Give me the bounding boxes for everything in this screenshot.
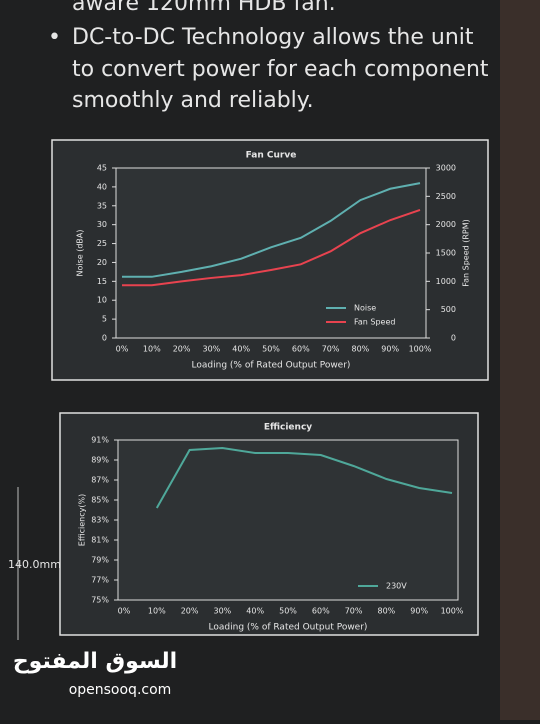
y-tick-label: 15 bbox=[97, 277, 107, 286]
x-tick-label: 30% bbox=[203, 345, 221, 354]
y-tick-label: 0 bbox=[102, 334, 107, 343]
box-edge bbox=[500, 0, 540, 720]
x-tick-label: 50% bbox=[262, 345, 280, 354]
y-tick-label: 5 bbox=[102, 315, 107, 324]
x-tick-label: 40% bbox=[232, 345, 250, 354]
x-tick-label: 0% bbox=[118, 607, 131, 616]
y-tick-label: 85% bbox=[91, 496, 109, 505]
watermark: السوق المفتوح bbox=[13, 649, 177, 674]
y2-tick-label: 1000 bbox=[436, 277, 456, 286]
legend-label: Fan Speed bbox=[354, 318, 395, 327]
x-tick-label: 80% bbox=[378, 607, 396, 616]
legend-label: 230V bbox=[386, 582, 407, 591]
y-tick-label: 77% bbox=[91, 576, 109, 585]
x-tick-label: 70% bbox=[345, 607, 363, 616]
x-tick-label: 0% bbox=[116, 345, 129, 354]
bullet-line: smoothly and reliably. bbox=[72, 88, 314, 113]
series-line bbox=[122, 182, 421, 278]
y-tick-label: 91% bbox=[91, 436, 109, 445]
x-tick-label: 50% bbox=[279, 607, 297, 616]
legend-label: Noise bbox=[354, 304, 376, 313]
x-tick-label: 100% bbox=[409, 345, 432, 354]
x-tick-label: 10% bbox=[148, 607, 166, 616]
y2-tick-label: 3000 bbox=[436, 164, 456, 173]
x-tick-label: 30% bbox=[214, 607, 232, 616]
y2-axis-label: Fan Speed (RPM) bbox=[462, 219, 471, 287]
x-axis-label: Loading (% of Rated Output Power) bbox=[209, 623, 368, 633]
dimension-label: 140.0mm bbox=[8, 558, 61, 571]
x-tick-label: 60% bbox=[292, 345, 310, 354]
y2-tick-label: 2500 bbox=[436, 192, 456, 201]
y-axis-label: Efficiency(%) bbox=[78, 494, 87, 546]
y2-tick-label: 2000 bbox=[436, 220, 456, 229]
x-tick-label: 60% bbox=[312, 607, 330, 616]
y-tick-label: 45 bbox=[97, 164, 107, 173]
plot-area bbox=[115, 167, 427, 339]
bullet-line: DC-to-DC Technology allows the unit bbox=[72, 25, 474, 50]
plot-area bbox=[117, 439, 459, 601]
x-tick-label: 90% bbox=[381, 345, 399, 354]
y-tick-label: 25 bbox=[97, 239, 107, 248]
series-line bbox=[122, 208, 421, 287]
y-tick-label: 79% bbox=[91, 556, 109, 565]
x-tick-label: 90% bbox=[410, 607, 428, 616]
y2-tick-label: 0 bbox=[451, 334, 456, 343]
y2-tick-label: 500 bbox=[441, 305, 456, 314]
y-tick-label: 40 bbox=[97, 182, 107, 191]
y-axis-label: Noise (dBA) bbox=[76, 229, 85, 276]
bullet-line: to convert power for each component bbox=[72, 57, 489, 82]
x-tick-label: 20% bbox=[173, 345, 191, 354]
x-tick-label: 10% bbox=[143, 345, 161, 354]
x-tick-label: 100% bbox=[441, 607, 464, 616]
x-tick-label: 70% bbox=[322, 345, 340, 354]
watermark: opensooq.com bbox=[69, 682, 172, 698]
y-tick-label: 75% bbox=[91, 596, 109, 605]
x-tick-label: 80% bbox=[352, 345, 370, 354]
y-tick-label: 83% bbox=[91, 516, 109, 525]
y-tick-label: 35 bbox=[97, 201, 107, 210]
header-line: aware 120mm HDB fan. bbox=[72, 0, 336, 16]
y-tick-label: 89% bbox=[91, 456, 109, 465]
y-tick-label: 10 bbox=[97, 296, 107, 305]
series-line bbox=[155, 446, 453, 509]
x-axis-label: Loading (% of Rated Output Power) bbox=[192, 361, 351, 371]
chart-title: Efficiency bbox=[264, 423, 312, 433]
y-tick-label: 30 bbox=[97, 220, 107, 229]
y-tick-label: 20 bbox=[97, 258, 107, 267]
x-tick-label: 40% bbox=[246, 607, 264, 616]
bullet-dot: • bbox=[48, 25, 61, 50]
y-tick-label: 81% bbox=[91, 536, 109, 545]
x-tick-label: 20% bbox=[181, 607, 199, 616]
y-tick-label: 87% bbox=[91, 476, 109, 485]
y2-tick-label: 1500 bbox=[436, 249, 456, 258]
chart-title: Fan Curve bbox=[246, 151, 297, 161]
